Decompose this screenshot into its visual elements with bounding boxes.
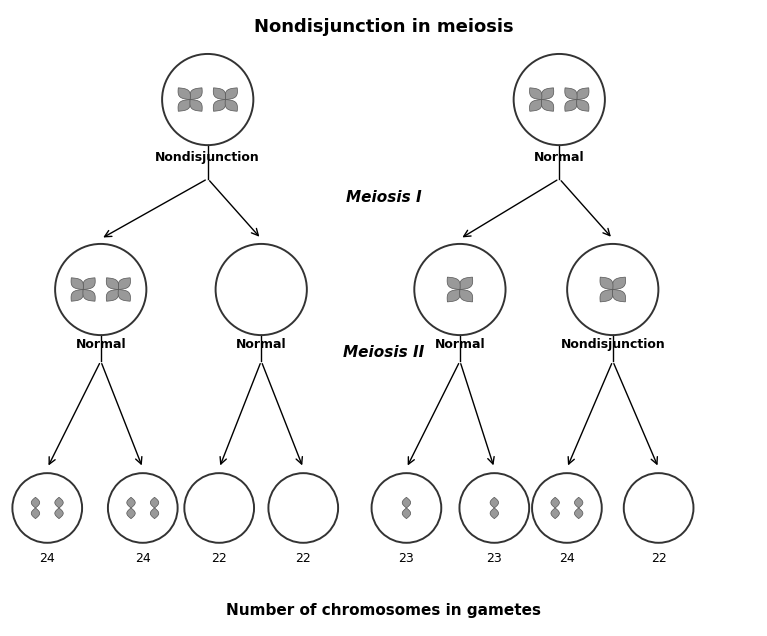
Polygon shape — [577, 88, 589, 100]
Polygon shape — [118, 278, 130, 289]
Polygon shape — [459, 289, 472, 302]
Text: 22: 22 — [212, 552, 227, 565]
Polygon shape — [613, 289, 626, 302]
Text: 24: 24 — [559, 552, 574, 565]
Polygon shape — [31, 497, 40, 508]
Text: Nondisjunction: Nondisjunction — [156, 151, 260, 165]
Polygon shape — [459, 277, 472, 289]
Polygon shape — [402, 508, 410, 518]
Polygon shape — [127, 508, 135, 518]
Text: Normal: Normal — [236, 338, 287, 351]
Text: 23: 23 — [486, 552, 502, 565]
Polygon shape — [225, 88, 238, 100]
Polygon shape — [613, 277, 626, 289]
Text: Number of chromosomes in gametes: Number of chromosomes in gametes — [226, 603, 541, 618]
Text: 24: 24 — [135, 552, 150, 565]
Polygon shape — [118, 289, 130, 301]
Polygon shape — [190, 100, 202, 111]
Polygon shape — [447, 289, 460, 302]
Text: Nondisjunction in meiosis: Nondisjunction in meiosis — [254, 18, 513, 36]
Polygon shape — [31, 508, 40, 518]
Polygon shape — [551, 497, 559, 508]
Polygon shape — [178, 100, 190, 111]
Polygon shape — [600, 277, 613, 289]
Polygon shape — [225, 100, 238, 111]
Text: Normal: Normal — [435, 338, 486, 351]
Text: 22: 22 — [650, 552, 667, 565]
Polygon shape — [529, 100, 542, 111]
Text: Normal: Normal — [534, 151, 584, 165]
Polygon shape — [490, 508, 499, 518]
Polygon shape — [107, 289, 119, 301]
Polygon shape — [150, 508, 159, 518]
Polygon shape — [54, 508, 63, 518]
Polygon shape — [107, 278, 119, 289]
Polygon shape — [490, 497, 499, 508]
Polygon shape — [447, 277, 460, 289]
Text: 24: 24 — [39, 552, 55, 565]
Polygon shape — [565, 88, 577, 100]
Polygon shape — [574, 497, 583, 508]
Text: Nondisjunction: Nondisjunction — [561, 338, 665, 351]
Polygon shape — [190, 88, 202, 100]
Polygon shape — [542, 88, 554, 100]
Text: Meiosis I: Meiosis I — [346, 190, 421, 205]
Polygon shape — [178, 88, 190, 100]
Polygon shape — [542, 100, 554, 111]
Polygon shape — [213, 88, 225, 100]
Polygon shape — [551, 508, 559, 518]
Polygon shape — [213, 100, 225, 111]
Polygon shape — [71, 289, 84, 301]
Text: Meiosis II: Meiosis II — [343, 345, 424, 361]
Polygon shape — [600, 289, 613, 302]
Text: 23: 23 — [399, 552, 414, 565]
Polygon shape — [83, 289, 95, 301]
Polygon shape — [402, 497, 410, 508]
Polygon shape — [150, 497, 159, 508]
Polygon shape — [577, 100, 589, 111]
Polygon shape — [71, 278, 84, 289]
Text: 22: 22 — [295, 552, 311, 565]
Polygon shape — [529, 88, 542, 100]
Polygon shape — [83, 278, 95, 289]
Polygon shape — [565, 100, 577, 111]
Text: Normal: Normal — [75, 338, 126, 351]
Polygon shape — [574, 508, 583, 518]
Polygon shape — [54, 497, 63, 508]
Polygon shape — [127, 497, 135, 508]
